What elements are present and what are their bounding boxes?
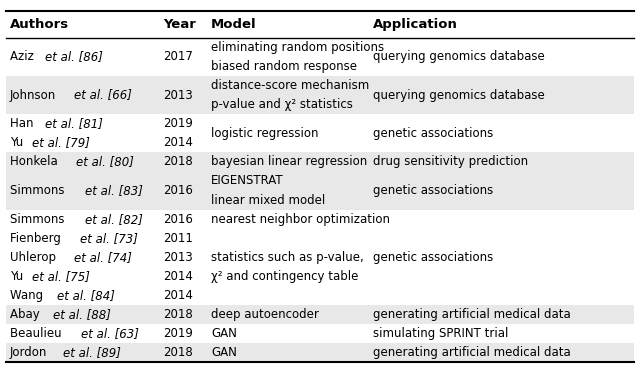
Text: et al. [89]: et al. [89] [63, 346, 120, 359]
Text: 2019: 2019 [163, 117, 193, 130]
Text: genetic associations: genetic associations [373, 251, 493, 264]
Text: et al. [74]: et al. [74] [74, 251, 132, 264]
Text: Simmons: Simmons [10, 213, 68, 225]
Text: EIGENSTRAT: EIGENSTRAT [211, 175, 284, 187]
Text: nearest neighbor optimization: nearest neighbor optimization [211, 213, 390, 225]
Text: et al. [63]: et al. [63] [81, 327, 139, 340]
Text: Model: Model [211, 18, 257, 31]
Text: Abay: Abay [10, 308, 43, 321]
Text: p-value and χ² statistics: p-value and χ² statistics [211, 98, 353, 111]
Text: et al. [84]: et al. [84] [57, 289, 115, 302]
Bar [6, 210, 634, 305]
Text: querying genomics database: querying genomics database [373, 89, 545, 101]
Bar [6, 324, 634, 343]
Text: logistic regression: logistic regression [211, 127, 319, 140]
Text: Beaulieu: Beaulieu [10, 327, 65, 340]
Text: 2011: 2011 [163, 232, 193, 245]
Bar [6, 38, 634, 76]
Text: 2018: 2018 [163, 308, 193, 321]
Bar [6, 305, 634, 324]
Text: bayesian linear regression: bayesian linear regression [211, 155, 367, 168]
Text: Yu: Yu [10, 136, 27, 149]
Bar [6, 343, 634, 362]
Text: generating artificial medical data: generating artificial medical data [373, 346, 571, 359]
Text: 2019: 2019 [163, 327, 193, 340]
Text: distance-score mechanism: distance-score mechanism [211, 79, 369, 92]
Text: 2013: 2013 [163, 89, 193, 101]
Text: Johnson: Johnson [10, 89, 60, 101]
Text: GAN: GAN [211, 346, 237, 359]
Text: simulating SPRINT trial: simulating SPRINT trial [373, 327, 509, 340]
Bar [6, 171, 634, 210]
Text: Han: Han [10, 117, 37, 130]
Text: linear mixed model: linear mixed model [211, 194, 326, 206]
Text: Yu: Yu [10, 270, 27, 283]
Bar [6, 11, 634, 38]
Text: 2016: 2016 [163, 213, 193, 225]
Text: 2013: 2013 [163, 251, 193, 264]
Text: Year: Year [163, 18, 196, 31]
Text: drug sensitivity prediction: drug sensitivity prediction [373, 155, 528, 168]
Text: et al. [79]: et al. [79] [31, 136, 90, 149]
Text: et al. [83]: et al. [83] [84, 184, 143, 197]
Text: Honkela: Honkela [10, 155, 61, 168]
Text: 2014: 2014 [163, 289, 193, 302]
Text: et al. [88]: et al. [88] [53, 308, 111, 321]
Text: 2018: 2018 [163, 346, 193, 359]
Bar [6, 76, 634, 114]
Text: 2017: 2017 [163, 50, 193, 63]
Text: Aziz: Aziz [10, 50, 37, 63]
Text: genetic associations: genetic associations [373, 184, 493, 197]
Text: biased random response: biased random response [211, 60, 357, 73]
Text: et al. [66]: et al. [66] [74, 89, 132, 101]
Bar [6, 152, 634, 171]
Text: Authors: Authors [10, 18, 68, 31]
Text: GAN: GAN [211, 327, 237, 340]
Text: Fienberg: Fienberg [10, 232, 64, 245]
Text: Application: Application [373, 18, 458, 31]
Text: Wang: Wang [10, 289, 47, 302]
Text: χ² and contingency table: χ² and contingency table [211, 270, 358, 283]
Text: Uhlerop: Uhlerop [10, 251, 60, 264]
Text: et al. [82]: et al. [82] [84, 213, 143, 225]
Text: et al. [73]: et al. [73] [80, 232, 138, 245]
Text: et al. [75]: et al. [75] [31, 270, 90, 283]
Text: genetic associations: genetic associations [373, 127, 493, 140]
Bar [6, 114, 634, 152]
Text: et al. [86]: et al. [86] [45, 50, 103, 63]
Text: 2014: 2014 [163, 270, 193, 283]
Text: querying genomics database: querying genomics database [373, 50, 545, 63]
Text: statistics such as p-value,: statistics such as p-value, [211, 251, 364, 264]
Text: deep autoencoder: deep autoencoder [211, 308, 319, 321]
Text: generating artificial medical data: generating artificial medical data [373, 308, 571, 321]
Text: et al. [81]: et al. [81] [45, 117, 102, 130]
Text: Jordon: Jordon [10, 346, 51, 359]
Text: et al. [80]: et al. [80] [76, 155, 134, 168]
Text: 2018: 2018 [163, 155, 193, 168]
Text: 2014: 2014 [163, 136, 193, 149]
Text: Simmons: Simmons [10, 184, 68, 197]
Text: 2016: 2016 [163, 184, 193, 197]
Text: eliminating random positions: eliminating random positions [211, 41, 385, 54]
